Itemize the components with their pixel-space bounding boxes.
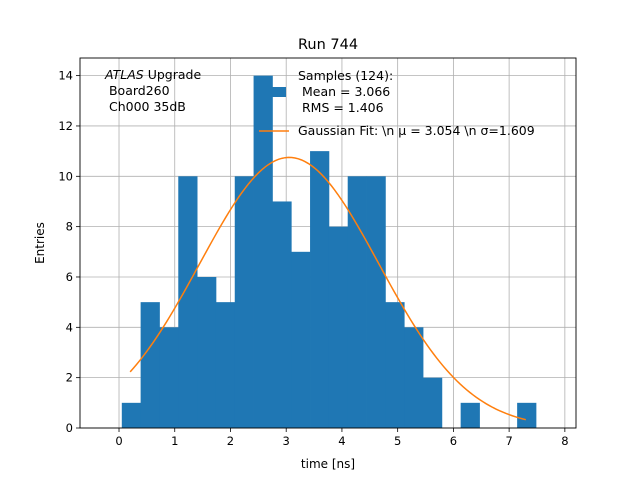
annotation-line-1: ATLAS Upgrade: [104, 67, 201, 82]
x-tick-label: 7: [505, 434, 512, 448]
y-tick-label: 12: [58, 119, 73, 133]
x-tick-label: 3: [283, 434, 290, 448]
histogram-bar: [140, 302, 160, 428]
plot-frame: [79, 57, 577, 429]
histogram-bar: [197, 276, 217, 428]
x-tick-label: 4: [338, 434, 345, 448]
x-tick-label: 5: [394, 434, 401, 448]
x-tick-label: 0: [115, 434, 122, 448]
y-tick-label: 6: [66, 270, 73, 284]
y-tick-label: 10: [58, 169, 73, 183]
legend-samples-line-2: Mean = 3.066: [298, 84, 390, 99]
histogram-bar: [385, 302, 405, 428]
histogram-bar: [234, 176, 254, 428]
annotation-line-3: Ch000 35dB: [105, 99, 186, 114]
histogram-bar: [366, 176, 386, 428]
legend-fit-label: Gaussian Fit: \n μ = 3.054 \n σ=1.609: [298, 123, 535, 138]
legend: Samples (124): Mean = 3.066 RMS = 1.406 …: [259, 68, 535, 138]
histogram-bar: [310, 151, 330, 428]
y-tick-label: 8: [66, 220, 73, 234]
x-tick-label: 8: [561, 434, 568, 448]
y-axis-label: Entries: [33, 222, 47, 264]
y-tick-label: 14: [58, 69, 73, 83]
histogram-bar: [272, 201, 292, 428]
histogram-bar: [404, 327, 424, 428]
chart-title: Run 744: [298, 37, 358, 53]
annotation-line-2: Board260: [105, 83, 170, 98]
annotation-upgrade: Upgrade: [144, 67, 202, 82]
histogram-bar: [178, 176, 198, 428]
histogram-bar: [159, 327, 179, 428]
histogram-bar: [347, 176, 367, 428]
y-tick-label: 4: [66, 320, 73, 334]
annotation-atlas: ATLAS: [104, 67, 144, 82]
histogram-bars: [121, 75, 537, 428]
atlas-annotation: ATLAS Upgrade Board260 Ch000 35dB: [104, 67, 201, 114]
histogram-bar: [121, 402, 142, 428]
histogram-bar: [253, 75, 273, 428]
x-axis-label: time [ns]: [301, 457, 355, 471]
legend-samples-line-1: Samples (124):: [298, 68, 393, 83]
y-tick-label: 0: [66, 421, 73, 435]
y-tick-label: 2: [66, 371, 73, 385]
histogram-bar: [291, 251, 311, 428]
legend-samples-swatch: [272, 87, 286, 97]
histogram-bar: [423, 377, 443, 428]
legend-samples-line-3: RMS = 1.406: [298, 100, 384, 115]
gaussian-fit-curve: [129, 156, 527, 421]
x-tick-label: 1: [171, 434, 178, 448]
histogram-bar: [328, 226, 349, 428]
histogram-bar: [215, 302, 236, 428]
x-tick-label: 6: [450, 434, 457, 448]
histogram-bar: [517, 402, 537, 428]
x-tick-label: 2: [227, 434, 234, 448]
histogram-bar: [460, 402, 480, 428]
